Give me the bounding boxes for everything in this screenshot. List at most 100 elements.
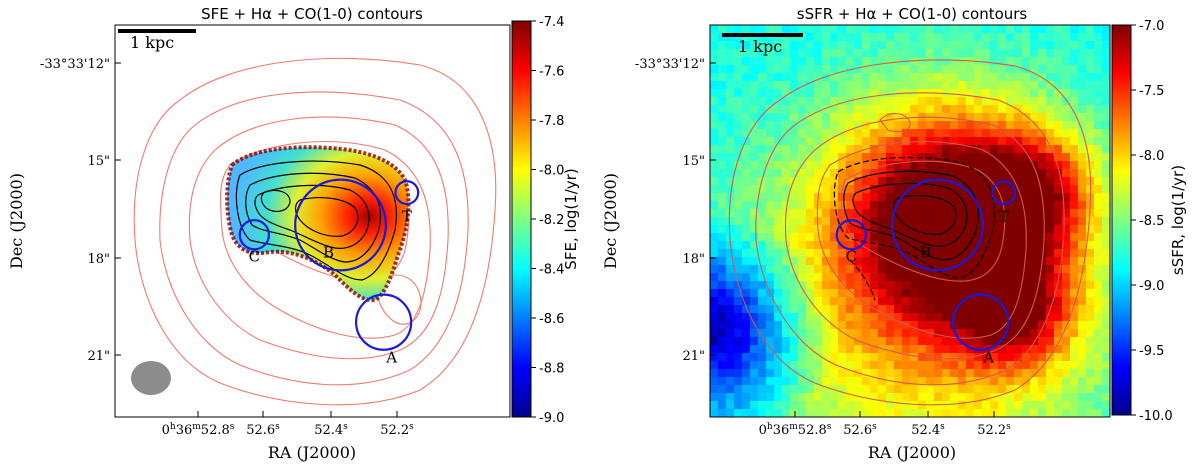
- ssfr-pixel: [846, 137, 854, 145]
- ssfr-pixel: [910, 409, 918, 417]
- ssfr-pixel: [742, 121, 750, 129]
- ssfr-pixel: [798, 145, 806, 153]
- ssfr-pixel: [830, 65, 838, 73]
- ssfr-pixel: [982, 369, 990, 377]
- ssfr-pixel: [1030, 369, 1038, 377]
- ssfr-pixel: [734, 289, 742, 297]
- ssfr-pixel: [974, 281, 982, 289]
- ssfr-pixel: [982, 41, 990, 49]
- ssfr-pixel: [806, 361, 814, 369]
- ssfr-pixel: [1070, 97, 1078, 105]
- ssfr-pixel: [974, 297, 982, 305]
- ssfr-pixel: [918, 201, 926, 209]
- ssfr-pixel: [998, 201, 1006, 209]
- ssfr-pixel: [758, 241, 766, 249]
- ssfr-pixel: [1070, 329, 1078, 337]
- ssfr-pixel: [798, 297, 806, 305]
- ssfr-pixel: [774, 233, 782, 241]
- ssfr-pixel: [798, 273, 806, 281]
- ssfr-pixel: [982, 49, 990, 57]
- ssfr-pixel: [878, 49, 886, 57]
- ssfr-pixel: [942, 289, 950, 297]
- ssfr-pixel: [846, 57, 854, 65]
- ssfr-pixel: [878, 217, 886, 225]
- ssfr-pixel: [718, 41, 726, 49]
- ssfr-pixel: [742, 305, 750, 313]
- ssfr-pixel: [822, 393, 830, 401]
- ssfr-pixel: [814, 65, 822, 73]
- ssfr-pixel: [782, 281, 790, 289]
- ssfr-pixel: [862, 313, 870, 321]
- ssfr-pixel: [878, 73, 886, 81]
- ssfr-pixel: [750, 177, 758, 185]
- ssfr-pixel: [758, 89, 766, 97]
- ssfr-pixel: [838, 385, 846, 393]
- ssfr-pixel: [1006, 273, 1014, 281]
- ssfr-pixel: [822, 41, 830, 49]
- right-ylabel: Dec (J2000): [601, 173, 620, 269]
- ssfr-pixel: [990, 241, 998, 249]
- ssfr-pixel: [1006, 297, 1014, 305]
- ssfr-pixel: [1046, 49, 1054, 57]
- colorbar-tick-label: -9.5: [1139, 344, 1164, 359]
- ssfr-pixel: [1022, 353, 1030, 361]
- ssfr-pixel: [822, 65, 830, 73]
- ssfr-pixel: [942, 345, 950, 353]
- ssfr-pixel: [854, 153, 862, 161]
- ssfr-pixel: [718, 129, 726, 137]
- ssfr-pixel: [758, 337, 766, 345]
- ssfr-pixel: [1102, 33, 1110, 41]
- ssfr-pixel: [934, 337, 942, 345]
- co-contour-6: [376, 274, 422, 325]
- ssfr-pixel: [710, 177, 718, 185]
- ssfr-pixel: [1102, 345, 1110, 353]
- ssfr-pixel: [926, 185, 934, 193]
- ssfr-pixel: [1054, 41, 1062, 49]
- ssfr-pixel: [870, 41, 878, 49]
- ssfr-pixel: [966, 105, 974, 113]
- region-label-B: B: [920, 243, 931, 261]
- ssfr-pixel: [710, 33, 718, 41]
- ssfr-pixel: [894, 145, 902, 153]
- ssfr-pixel: [1046, 177, 1054, 185]
- ssfr-pixel: [830, 129, 838, 137]
- ssfr-pixel: [998, 105, 1006, 113]
- ssfr-pixel: [854, 345, 862, 353]
- ssfr-pixel: [1038, 281, 1046, 289]
- ssfr-pixel: [1038, 377, 1046, 385]
- ssfr-pixel: [822, 97, 830, 105]
- ssfr-pixel: [750, 361, 758, 369]
- ssfr-map: [710, 25, 1110, 417]
- ssfr-pixel: [886, 153, 894, 161]
- ssfr-pixel: [998, 329, 1006, 337]
- ssfr-pixel: [998, 137, 1006, 145]
- ssfr-pixel: [982, 209, 990, 217]
- ssfr-pixel: [1006, 369, 1014, 377]
- ssfr-pixel: [966, 265, 974, 273]
- ssfr-pixel: [974, 225, 982, 233]
- ssfr-pixel: [918, 97, 926, 105]
- ssfr-pixel: [934, 273, 942, 281]
- ssfr-pixel: [1022, 329, 1030, 337]
- ssfr-pixel: [1030, 65, 1038, 73]
- ssfr-pixel: [766, 329, 774, 337]
- ssfr-pixel: [918, 161, 926, 169]
- ssfr-pixel: [1030, 81, 1038, 89]
- ssfr-pixel: [982, 153, 990, 161]
- ssfr-pixel: [886, 329, 894, 337]
- ssfr-pixel: [758, 249, 766, 257]
- ssfr-pixel: [918, 345, 926, 353]
- ssfr-pixel: [1078, 121, 1086, 129]
- ssfr-pixel: [814, 97, 822, 105]
- ssfr-pixel: [934, 409, 942, 417]
- ssfr-pixel: [814, 233, 822, 241]
- ssfr-pixel: [894, 57, 902, 65]
- ssfr-pixel: [862, 393, 870, 401]
- ssfr-pixel: [1022, 81, 1030, 89]
- ssfr-pixel: [902, 105, 910, 113]
- ssfr-pixel: [710, 249, 718, 257]
- ssfr-pixel: [1102, 49, 1110, 57]
- ssfr-pixel: [1054, 353, 1062, 361]
- ssfr-pixel: [726, 217, 734, 225]
- ssfr-pixel: [950, 57, 958, 65]
